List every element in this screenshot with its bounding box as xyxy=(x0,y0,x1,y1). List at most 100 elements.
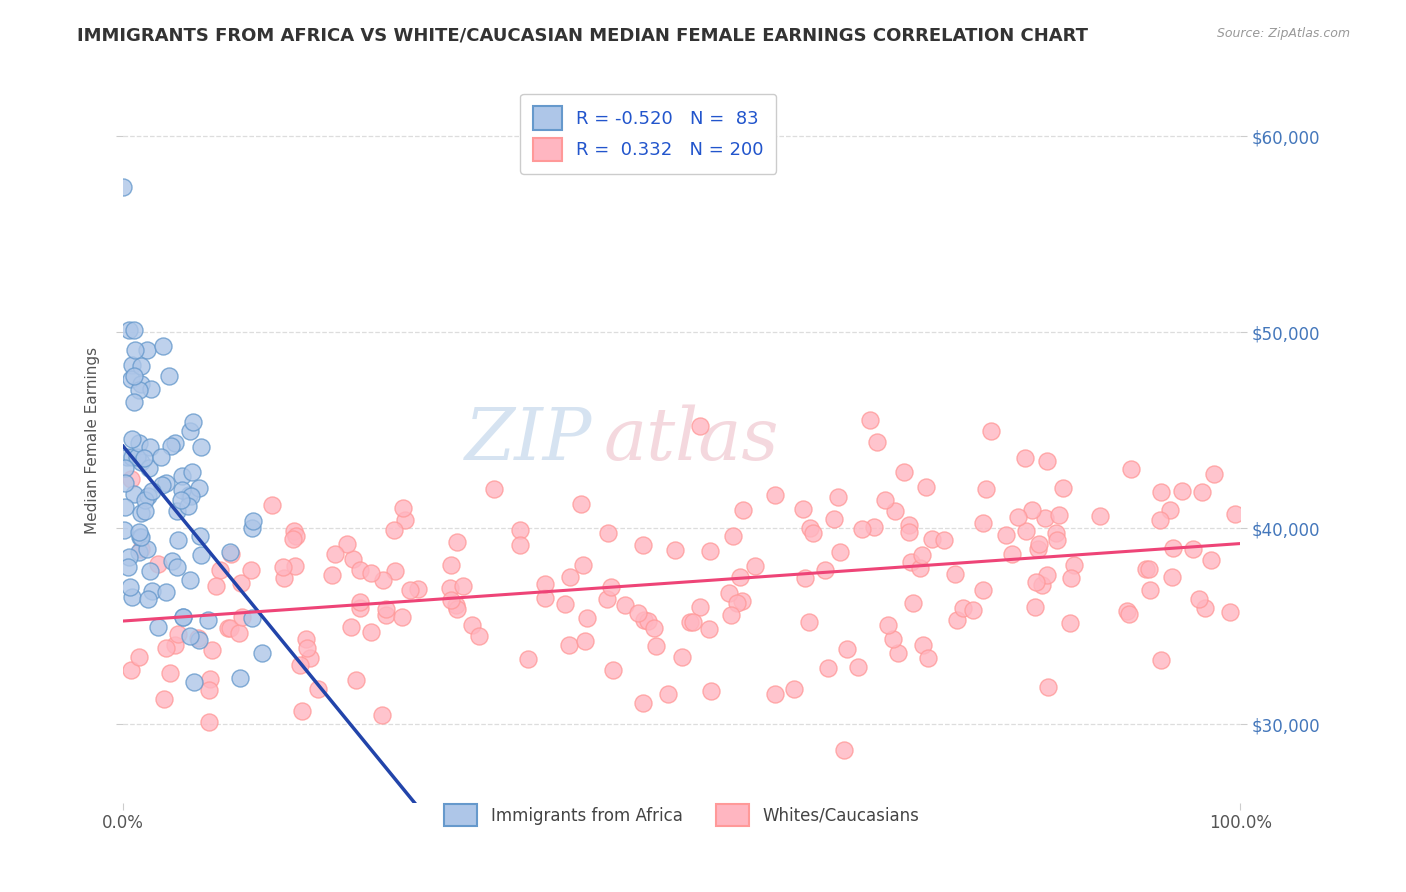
Point xyxy=(295,641,318,656)
Point xyxy=(1045,526,1067,541)
Point xyxy=(468,629,491,643)
Point xyxy=(129,359,152,373)
Point xyxy=(1182,542,1205,557)
Point xyxy=(177,488,200,502)
Point xyxy=(627,606,650,620)
Point xyxy=(679,615,702,629)
Point xyxy=(865,435,887,450)
Point xyxy=(725,596,748,610)
Point xyxy=(446,535,468,549)
Point xyxy=(299,650,322,665)
Point xyxy=(349,563,371,577)
Point xyxy=(188,528,211,542)
Point xyxy=(122,323,145,337)
Point xyxy=(451,579,474,593)
Point xyxy=(572,558,595,573)
Point xyxy=(179,628,201,642)
Point xyxy=(893,466,915,480)
Point xyxy=(599,581,621,595)
Point xyxy=(128,435,150,450)
Point xyxy=(1188,592,1211,607)
Point xyxy=(349,595,371,609)
Point xyxy=(1139,583,1161,598)
Point xyxy=(186,631,208,645)
Point xyxy=(792,502,814,516)
Point xyxy=(152,339,174,353)
Point xyxy=(1150,485,1173,500)
Point xyxy=(155,476,177,491)
Point xyxy=(148,620,170,634)
Point xyxy=(797,615,820,629)
Point xyxy=(159,439,181,453)
Text: ZIP: ZIP xyxy=(465,405,592,475)
Point xyxy=(391,609,413,624)
Point xyxy=(283,524,305,538)
Point xyxy=(877,618,900,632)
Point xyxy=(177,499,200,513)
Point xyxy=(817,661,839,675)
Point xyxy=(1007,509,1029,524)
Point xyxy=(120,663,142,677)
Point xyxy=(406,582,429,597)
Point xyxy=(242,514,264,528)
Point xyxy=(482,482,505,496)
Point xyxy=(240,611,263,625)
Point xyxy=(117,559,139,574)
Point xyxy=(846,660,869,674)
Point xyxy=(1025,574,1047,589)
Point xyxy=(360,625,382,640)
Point xyxy=(163,436,186,450)
Point xyxy=(1163,541,1185,555)
Point xyxy=(799,520,821,534)
Point xyxy=(373,573,395,587)
Point xyxy=(321,567,343,582)
Point xyxy=(731,594,754,608)
Point xyxy=(813,563,835,577)
Point xyxy=(382,523,405,537)
Point xyxy=(149,450,172,464)
Point xyxy=(217,621,239,635)
Point xyxy=(744,559,766,574)
Point xyxy=(440,593,463,607)
Point xyxy=(972,516,994,531)
Text: IMMIGRANTS FROM AFRICA VS WHITE/CAUCASIAN MEDIAN FEMALE EARNINGS CORRELATION CHA: IMMIGRANTS FROM AFRICA VS WHITE/CAUCASIA… xyxy=(77,27,1088,45)
Point xyxy=(360,566,382,580)
Point xyxy=(141,483,163,498)
Point xyxy=(911,548,934,562)
Point xyxy=(979,424,1001,438)
Point xyxy=(1063,558,1085,573)
Point xyxy=(150,478,173,492)
Point xyxy=(1014,451,1036,466)
Point xyxy=(122,395,145,409)
Point xyxy=(121,450,143,464)
Point xyxy=(1223,508,1246,522)
Point xyxy=(229,671,252,685)
Point xyxy=(197,613,219,627)
Point xyxy=(290,657,312,672)
Point xyxy=(972,583,994,598)
Point xyxy=(613,598,636,612)
Legend: Immigrants from Africa, Whites/Caucasians: Immigrants from Africa, Whites/Caucasian… xyxy=(436,796,928,834)
Point xyxy=(1046,533,1069,547)
Point xyxy=(569,498,592,512)
Point xyxy=(167,533,190,547)
Point xyxy=(375,602,398,616)
Point xyxy=(952,600,974,615)
Point xyxy=(1060,571,1083,585)
Point xyxy=(863,520,886,534)
Point xyxy=(631,696,654,710)
Point xyxy=(114,475,136,490)
Point xyxy=(231,610,253,624)
Point xyxy=(631,538,654,552)
Point xyxy=(1194,600,1216,615)
Point xyxy=(394,513,416,527)
Point xyxy=(633,613,655,627)
Point xyxy=(1090,508,1112,523)
Point xyxy=(897,518,920,533)
Point xyxy=(461,618,484,632)
Point xyxy=(134,504,156,518)
Point xyxy=(120,472,142,486)
Point xyxy=(912,638,935,652)
Point xyxy=(1052,482,1074,496)
Point xyxy=(598,525,620,540)
